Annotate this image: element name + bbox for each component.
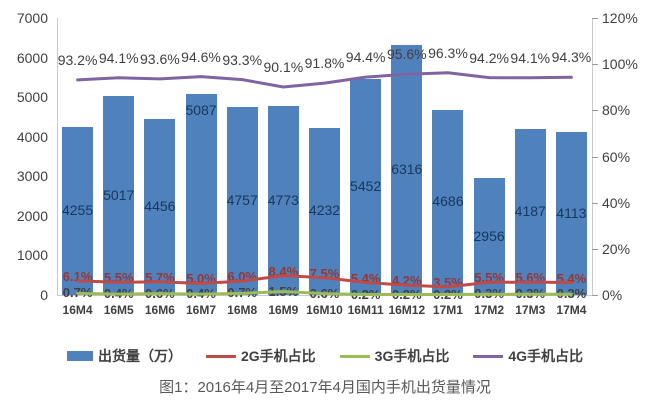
legend-item-2g: 2G手机占比 [205, 346, 316, 366]
bar-value-label: 4757 [226, 191, 258, 208]
4g-percent-label: 93.3% [222, 51, 263, 68]
right-axis-tick [592, 18, 598, 19]
bar-value-label: 4255 [61, 201, 94, 218]
bar-value-label: 4773 [267, 191, 299, 208]
legend-label: 3G手机占比 [374, 348, 450, 364]
4g-percent-label: 91.8% [304, 55, 345, 72]
legend-line-swatch-icon [205, 354, 236, 358]
left-axis-tick-label: 4000 [16, 128, 48, 145]
shipment-bar [391, 45, 423, 295]
4g-percent-label: 95.6% [386, 46, 427, 63]
shipment-bar [267, 106, 299, 295]
left-axis-tick-label: 3000 [16, 168, 48, 185]
right-axis-tick-label: 40% [602, 194, 631, 211]
legend-line-swatch-icon [473, 354, 504, 358]
bar-value-label: 2956 [473, 227, 505, 244]
4g-percent-label: 94.4% [345, 49, 386, 66]
left-axis-tick-label: 0 [40, 287, 48, 303]
legend-item-3g: 3G手机占比 [339, 346, 450, 366]
4g-percent-label: 93.2% [57, 51, 98, 68]
left-axis-tick-label: 5000 [16, 89, 48, 106]
x-axis-category-label: 16M11 [347, 303, 384, 317]
legend-label: 4G手机占比 [508, 348, 584, 364]
bar-value-label: 4232 [308, 202, 341, 219]
shipment-bar [103, 96, 135, 295]
shipment-bar [185, 93, 217, 295]
x-axis-category-label: 16M5 [103, 303, 134, 317]
bar-value-label: 4686 [432, 193, 464, 210]
bar-value-label: 4456 [144, 197, 176, 214]
shipment-bar [473, 178, 505, 295]
shipment-bar [309, 127, 340, 295]
x-axis-category-label: 16M7 [186, 303, 217, 317]
right-axis-tick-label: 100% [602, 56, 638, 73]
left-axis-tick-label: 6000 [16, 49, 48, 66]
x-axis-category-label: 16M12 [388, 303, 426, 317]
4g-percent-label: 94.1% [510, 49, 551, 66]
legend-item-4g: 4G手机占比 [473, 346, 583, 366]
left-axis-tick-label: 1000 [16, 247, 48, 264]
shipment-bar [226, 106, 258, 295]
left-axis-line [57, 18, 58, 295]
bar-value-label: 5087 [185, 101, 217, 118]
line-3g [76, 290, 573, 296]
shipment-bar [514, 129, 546, 295]
legend-item-shipments: 出货量（万） [66, 346, 182, 366]
x-axis-category-label: 17M2 [474, 303, 505, 317]
legend-label: 出货量（万） [97, 348, 182, 364]
x-axis-category-label: 17M3 [515, 303, 546, 317]
right-axis-tick [592, 248, 598, 250]
line-4g [76, 71, 573, 89]
right-axis-tick-label: 0% [602, 287, 623, 303]
shipment-bar [555, 132, 587, 295]
line-2g [76, 274, 573, 289]
x-axis-category-label: 17M4 [556, 303, 587, 317]
left-axis-tick-label: 2000 [16, 207, 48, 224]
shipment-bar [432, 109, 464, 295]
right-axis-tick-label: 120% [602, 10, 638, 26]
right-axis-tick-label: 80% [602, 102, 631, 119]
4g-percent-label: 94.1% [98, 49, 139, 66]
x-axis-line [57, 295, 592, 296]
4g-percent-label: 94.3% [551, 49, 592, 66]
2g-percent-label: 8.4% [268, 263, 299, 279]
bar-value-label: 5452 [350, 178, 382, 195]
bar-value-label: 6316 [391, 161, 423, 178]
shipment-bar [144, 118, 176, 295]
4g-percent-label: 94.2% [469, 49, 509, 66]
bar-value-label: 5017 [103, 186, 135, 203]
bar-value-label: 4187 [514, 203, 546, 220]
x-axis-category-label: 16M4 [62, 303, 93, 317]
x-axis-category-label: 16M9 [268, 303, 299, 317]
right-axis-tick [592, 202, 598, 204]
right-axis-tick [592, 156, 598, 158]
legend-line-swatch-icon [339, 354, 370, 358]
4g-percent-label: 94.6% [181, 48, 221, 65]
4g-percent-label: 96.3% [428, 44, 468, 61]
right-axis-tick [592, 64, 598, 66]
legend-bar-swatch-icon [66, 351, 93, 361]
right-axis-tick-label: 20% [602, 240, 631, 257]
x-axis-category-label: 17M1 [432, 303, 463, 317]
x-axis-category-label: 16M10 [306, 303, 343, 317]
x-axis-category-label: 16M6 [144, 303, 175, 317]
right-axis-tick [592, 295, 598, 296]
x-axis-category-label: 16M8 [227, 303, 258, 317]
4g-percent-label: 90.1% [263, 59, 304, 76]
legend: 出货量（万） 2G手机占比 3G手机占比 4G手机占比 [0, 346, 650, 366]
legend-label: 2G手机占比 [240, 348, 316, 364]
4g-percent-label: 93.6% [140, 50, 180, 67]
chart-caption: 图1：2016年4月至2017年4月国内手机出货量情况 [159, 379, 491, 396]
right-axis-tick-label: 60% [602, 148, 631, 165]
shipment-bar [350, 79, 382, 295]
shipment-bar [62, 126, 94, 295]
bar-value-label: 4113 [556, 204, 587, 221]
left-axis-tick-label: 7000 [16, 10, 48, 26]
right-axis-tick [592, 110, 598, 112]
